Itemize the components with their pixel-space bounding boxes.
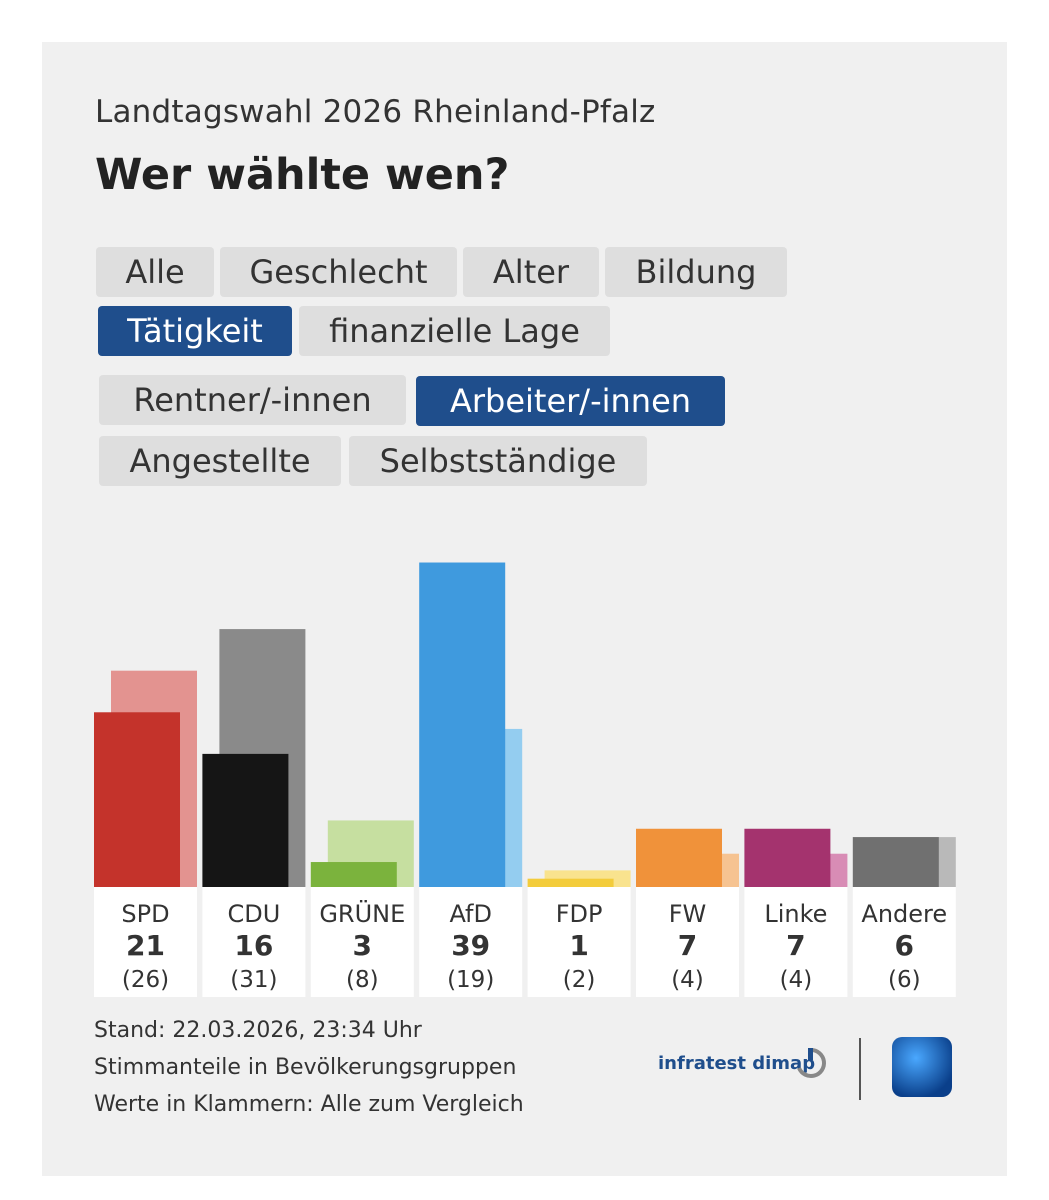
comparison-label: (31) (230, 967, 277, 993)
comparison-label: (19) (447, 967, 494, 993)
category-label: FDP (556, 900, 603, 928)
footer-note: Werte in Klammern: Alle zum Vergleich (94, 1092, 524, 1117)
value-label: 6 (895, 929, 914, 962)
category-label: Andere (861, 900, 947, 928)
tab-bildung[interactable]: Bildung (605, 247, 787, 297)
comparison-label: (8) (346, 967, 379, 993)
label-box (202, 887, 306, 997)
comparison-label: (4) (671, 967, 704, 993)
label-box (419, 887, 523, 997)
group-rentner[interactable]: Rentner/-innen (99, 375, 406, 425)
ard-tagesschau-icon (892, 1037, 952, 1097)
label-box (310, 887, 414, 997)
value-label: 3 (353, 929, 372, 962)
value-label: 7 (786, 929, 805, 962)
primary-bar (636, 828, 722, 887)
tab-geschlecht[interactable]: Geschlecht (220, 247, 457, 297)
chart-subtitle: Landtagswahl 2026 Rheinland-Pfalz (95, 94, 656, 130)
primary-bar (310, 862, 397, 887)
label-box (527, 887, 631, 997)
category-label: SPD (121, 900, 169, 928)
tab-taetigkeit[interactable]: Tätigkeit (98, 306, 292, 356)
group-arbeiter[interactable]: Arbeiter/-innen (416, 376, 725, 426)
primary-bar (94, 712, 180, 887)
primary-bar (527, 878, 614, 887)
primary-bar (202, 753, 289, 887)
label-box (852, 887, 956, 997)
primary-bar (852, 837, 939, 887)
label-box (744, 887, 848, 997)
logo-divider (859, 1038, 861, 1100)
tab-finanzielle-lage[interactable]: finanzielle Lage (299, 306, 610, 356)
footer-description: Stimmanteile in Bevölkerungsgruppen (94, 1055, 517, 1080)
value-label: 39 (451, 929, 490, 962)
value-label: 1 (569, 929, 588, 962)
category-label: CDU (227, 900, 280, 928)
primary-bar (419, 562, 506, 887)
category-label: Linke (764, 900, 827, 928)
category-label: GRÜNE (319, 899, 405, 928)
category-label: AfD (449, 900, 492, 928)
comparison-label: (2) (563, 967, 596, 993)
comparison-label: (6) (888, 967, 921, 993)
infratest-logo-text: infratest dimap (658, 1053, 816, 1074)
group-angestellte[interactable]: Angestellte (99, 436, 341, 486)
comparison-label: (26) (122, 967, 169, 993)
label-box (94, 887, 197, 997)
tab-alter[interactable]: Alter (463, 247, 599, 297)
primary-bar (744, 828, 831, 887)
value-label: 21 (126, 929, 165, 962)
comparison-label: (4) (780, 967, 813, 993)
footer-timestamp: Stand: 22.03.2026, 23:34 Uhr (94, 1018, 422, 1043)
tab-alle[interactable]: Alle (96, 247, 214, 297)
value-label: 7 (678, 929, 697, 962)
value-label: 16 (234, 929, 273, 962)
infratest-logo-icon (797, 1048, 826, 1078)
category-label: FW (669, 900, 707, 928)
chart-title: Wer wählte wen? (95, 150, 510, 200)
group-selbststaendige[interactable]: Selbstständige (349, 436, 647, 486)
label-box (636, 887, 739, 997)
